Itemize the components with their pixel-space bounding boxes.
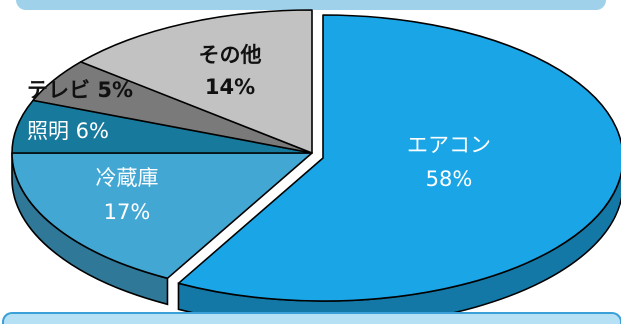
slice-4-category-label: その他 [199,43,262,67]
slice-1-category-label: 冷蔵庫 [96,166,159,190]
bottom-decorative-band [2,312,621,324]
slice-1-冷蔵庫 [11,152,313,280]
slice-4-percent-label: 14% [205,75,255,99]
slice-0-category-label: エアコン [407,133,491,157]
top-decorative-band [16,0,606,10]
slice-0-percent-label: 58% [426,167,473,191]
slice-0-エアコン [177,14,621,302]
slice-4-その他 [80,9,313,154]
slice-3-label: テレビ 5% [27,78,133,102]
slice-1-percent-label: 17% [104,200,151,224]
slice-2-label: 照明 6% [27,119,109,143]
